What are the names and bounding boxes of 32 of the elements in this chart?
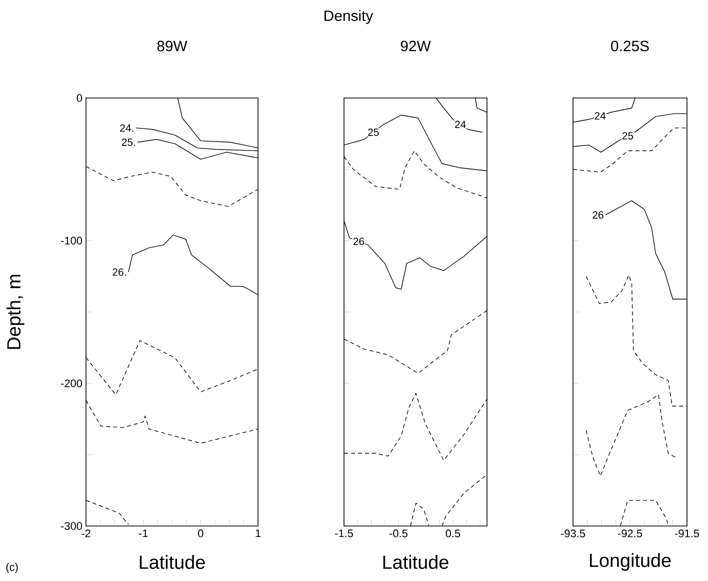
chart-title: Density xyxy=(324,10,374,24)
y-tick-label: -300 xyxy=(61,522,82,530)
y-tick-label: -100 xyxy=(61,236,82,245)
chart-title: 0.25S xyxy=(611,40,649,52)
x-tick-label: -92.5 xyxy=(618,530,642,538)
chart-title: 89W xyxy=(157,40,188,52)
series-label: 24 xyxy=(455,120,466,128)
x-tick-label: 0 xyxy=(198,530,204,538)
series-label: 26 xyxy=(592,211,604,219)
series-label: 25 xyxy=(622,132,634,140)
x-tick-label: -93.5 xyxy=(561,530,586,538)
x-axis-title: Latitude xyxy=(140,555,205,569)
x-tick-label: -1 xyxy=(138,530,148,538)
x-tick-label: -0.5 xyxy=(390,530,408,538)
chart-subtitle: 92W xyxy=(400,40,431,52)
y-tick-label: 0 xyxy=(76,94,82,102)
x-tick-label: -2 xyxy=(82,530,90,538)
series-label: 26. xyxy=(112,268,126,276)
x-tick-label: 0.5 xyxy=(446,530,460,538)
series-label: 25. xyxy=(122,138,135,146)
x-tick-label: 1 xyxy=(256,530,261,538)
y-tick-label: -200 xyxy=(61,379,82,388)
series-label: 24 xyxy=(594,112,606,120)
y-axis-title: Depth, m xyxy=(6,274,24,349)
x-axis-title: Latitude xyxy=(383,555,448,569)
series-label: 25 xyxy=(368,128,379,136)
series-label: 24. xyxy=(120,124,134,132)
x-axis-title: Longitude xyxy=(590,553,671,571)
x-tick-label: -91.5 xyxy=(675,530,700,538)
x-tick-label: -1.5 xyxy=(335,530,353,538)
text: (c) xyxy=(6,562,18,574)
series-label: 26 xyxy=(353,238,364,246)
